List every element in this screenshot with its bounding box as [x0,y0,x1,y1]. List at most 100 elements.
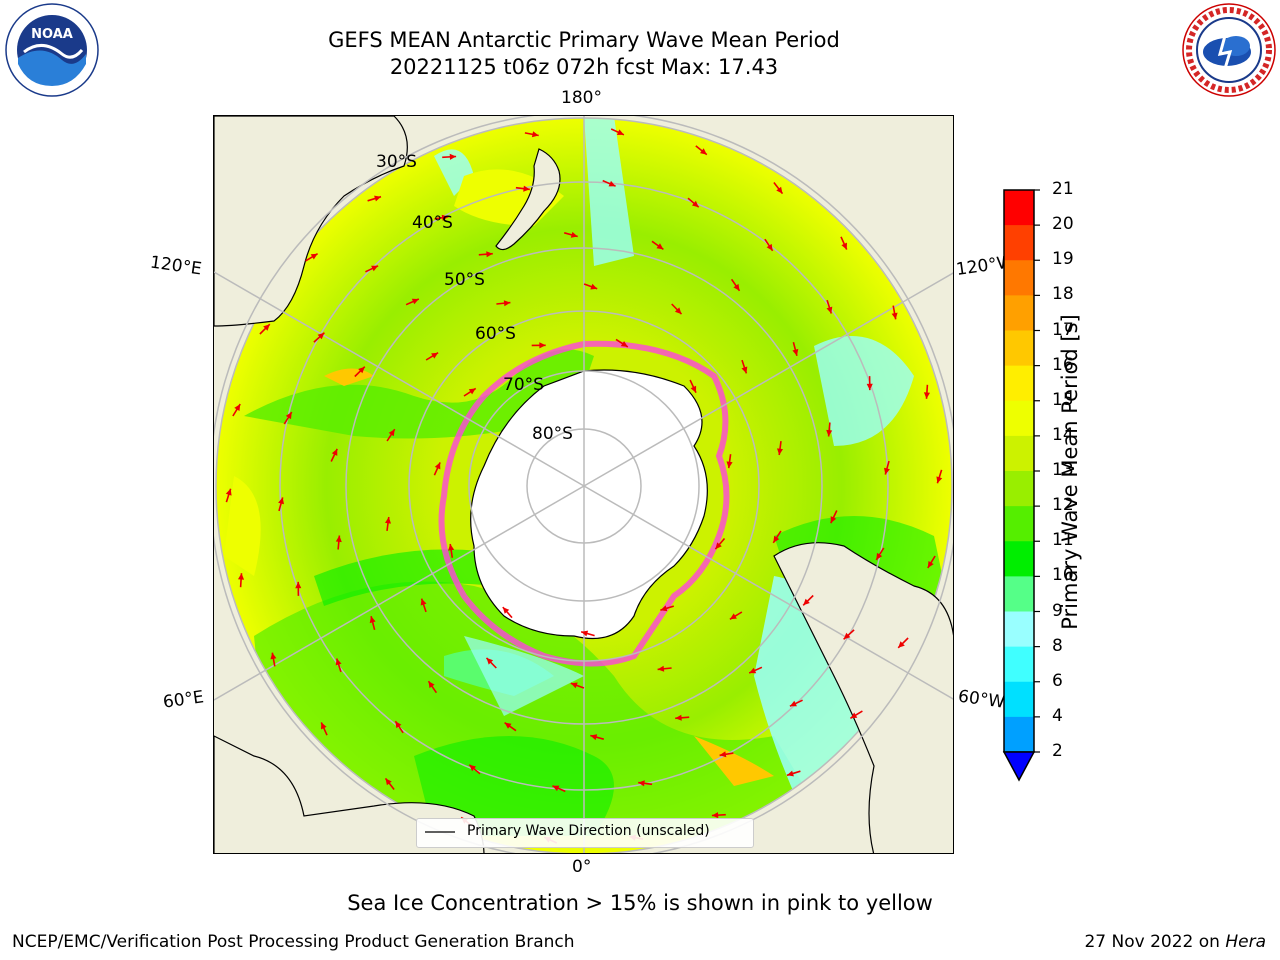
legend-label: Primary Wave Direction (unscaled) [467,823,710,839]
wave-arrow-head [310,253,318,260]
lat-label-80s: 80°S [532,424,573,444]
wave-arrow-head [581,630,589,637]
wave-arrow-head [441,214,449,221]
wave-arrow-head [733,283,740,291]
colorbar-swatch [1004,541,1034,577]
wave-arrow-head [608,180,616,187]
wave-arrow-head [826,306,833,314]
wave-arrow-head [792,348,799,356]
wave-arrow-head [369,616,376,624]
wave-arrow-head [523,185,530,192]
wave-arrow-head [690,385,697,393]
wave-arrow-head [411,298,419,305]
colorbar-tick-label: 12 [1052,495,1074,516]
wave-arrow-head [486,657,494,665]
sea-ice-note: Sea Ice Concentration > 15% is shown in … [347,891,933,915]
colorbar-swatch [1004,260,1034,296]
colorbar-swatch [1004,330,1034,367]
wave-arrow-head [850,712,858,719]
wave-arrow-head [552,785,560,792]
colorbar-tick-label: 8 [1052,635,1063,656]
wave-arrow-head [238,573,245,580]
wave-arrow-head [876,552,883,560]
wave-arrow-head [285,412,292,420]
wave-arrow-head [263,324,270,331]
wave-arrow-head [374,195,381,202]
wave-arrow-head [504,722,512,729]
colorbar-swatch [1004,506,1034,542]
wave-arrow-head [826,429,833,437]
wave-arrow-head [657,665,665,672]
wave-arrow-head [371,265,379,272]
wave-arrow-head [898,641,905,648]
lat-label-70s: 70°S [503,375,544,395]
colorbar-tick-label: 19 [1052,249,1074,270]
wave-arrow-head [841,242,847,250]
wave-arrow-head [674,307,682,315]
wave-arrow-head [936,476,943,484]
svg-text:NOAA: NOAA [31,27,73,42]
wave-arrow-head [866,383,873,391]
wave-arrow-head [270,652,277,660]
lat-label-40s: 40°S [412,213,453,233]
wave-arrow-head [317,332,325,340]
wave-arrow-head [719,751,727,758]
wave-arrow-head [711,812,719,819]
lat-label-60s: 60°S [475,324,516,344]
footer-date: 27 Nov 2022 on Hera [1084,932,1266,952]
wave-arrow-head [590,734,598,741]
wave-arrow-head [590,283,598,290]
colorbar-swatch [1004,646,1034,683]
wave-arrow-head [692,200,699,208]
lon-label-lower-left: 60°E [161,687,206,713]
colorbar-tick-label: 11 [1052,530,1074,551]
wave-arrow-head [431,352,439,359]
footer-producer: NCEP/EMC/Verification Post Processing Pr… [12,932,575,952]
wave-arrow-head [741,366,748,374]
lon-label-bottom: 0° [572,857,592,877]
colorbar-swatch [1004,576,1034,612]
wave-arrow-head [486,251,493,258]
colorbar-tick-label: 10 [1052,565,1074,586]
antarctica [470,369,708,640]
wave-arrow-head [395,721,402,729]
wave-arrow-head [449,153,457,160]
footer-host: Hera [1225,932,1266,952]
wave-arrow-head [789,700,797,707]
wave-arrow-head [620,341,628,347]
colorbar-tick-label: 17 [1052,319,1074,340]
wave-arrow-head [773,535,780,543]
wave-arrow-head [502,607,510,614]
wave-arrow-head [234,404,241,411]
wave-arrow-head [335,658,342,666]
wave-arrow-head [434,462,441,470]
wave-arrow-head [884,467,890,475]
lat-label-30s: 30°S [376,152,417,172]
colorbar-swatch [1004,611,1034,648]
wave-arrow-head [891,312,898,320]
wave-arrow-head [729,613,737,620]
wave-arrow-head [358,366,365,374]
chart-subtitle: 20221125 t06z 072h fcst Max: 17.43 [389,55,779,79]
wave-arrow-head [468,388,476,395]
wave-arrow-head [927,561,934,568]
wave-arrow-head [766,243,773,251]
colorbar-tick-label: 9 [1052,600,1063,621]
polar-map [214,116,953,853]
map-frame [213,115,954,854]
colorbar-tick-label: 14 [1052,424,1074,445]
wave-arrow-head [777,448,783,455]
wave-arrow-head [787,770,794,777]
colorbar-swatch [1004,471,1034,507]
wave-arrow-head [923,392,930,399]
wave-arrow-head [503,300,511,307]
lat-label-50s: 50°S [444,270,485,290]
wave-arrow-head [385,778,392,786]
noaa-logo: NOAA [2,2,102,98]
wave-arrow-head [776,186,783,194]
wave-arrow-head [715,542,722,550]
wave-arrow-head [638,780,645,787]
colorbar-swatch [1004,295,1034,331]
wave-arrow-head [225,488,232,496]
wave-arrow-head [539,342,546,349]
